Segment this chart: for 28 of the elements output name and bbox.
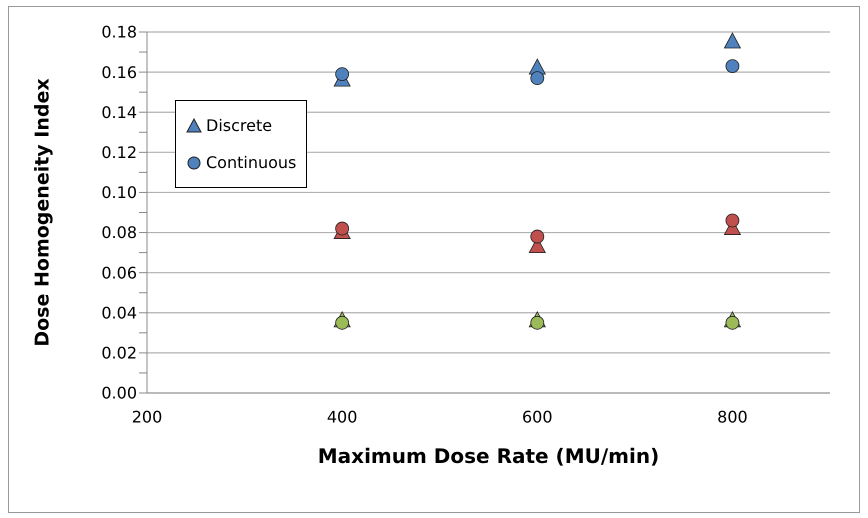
point — [530, 71, 544, 86]
point — [335, 316, 350, 330]
y-tick-label: 0.00 — [101, 384, 137, 403]
y-tick-label: 0.10 — [101, 183, 137, 202]
point — [724, 32, 741, 48]
legend-label: Discrete — [206, 116, 272, 135]
y-tick-label: 0.06 — [101, 263, 137, 282]
point — [726, 214, 740, 228]
y-tick-label: 0.08 — [101, 223, 137, 242]
y-tick-label: 0.12 — [101, 143, 137, 162]
y-tick-label: 0.04 — [101, 303, 137, 322]
x-tick-label: 600 — [522, 407, 553, 426]
x-tick-label: 400 — [326, 407, 358, 426]
point — [726, 316, 740, 330]
point — [335, 67, 350, 82]
x-tick-label: 800 — [717, 407, 748, 426]
point — [335, 222, 350, 236]
y-tick-label: 0.18 — [101, 22, 137, 42]
point — [726, 59, 740, 73]
y-axis-title: Dose Homogeneity Index — [32, 78, 54, 347]
legend-label: Continuous — [206, 153, 296, 172]
y-tick-label: 0.14 — [101, 102, 137, 122]
y-tick-label: 0.16 — [101, 62, 137, 82]
point — [530, 316, 544, 330]
x-axis-title: Maximum Dose Rate (MU/min) — [318, 444, 660, 468]
y-tick-label: 0.02 — [101, 344, 137, 363]
x-tick-label: 200 — [132, 407, 162, 426]
point — [530, 230, 544, 244]
